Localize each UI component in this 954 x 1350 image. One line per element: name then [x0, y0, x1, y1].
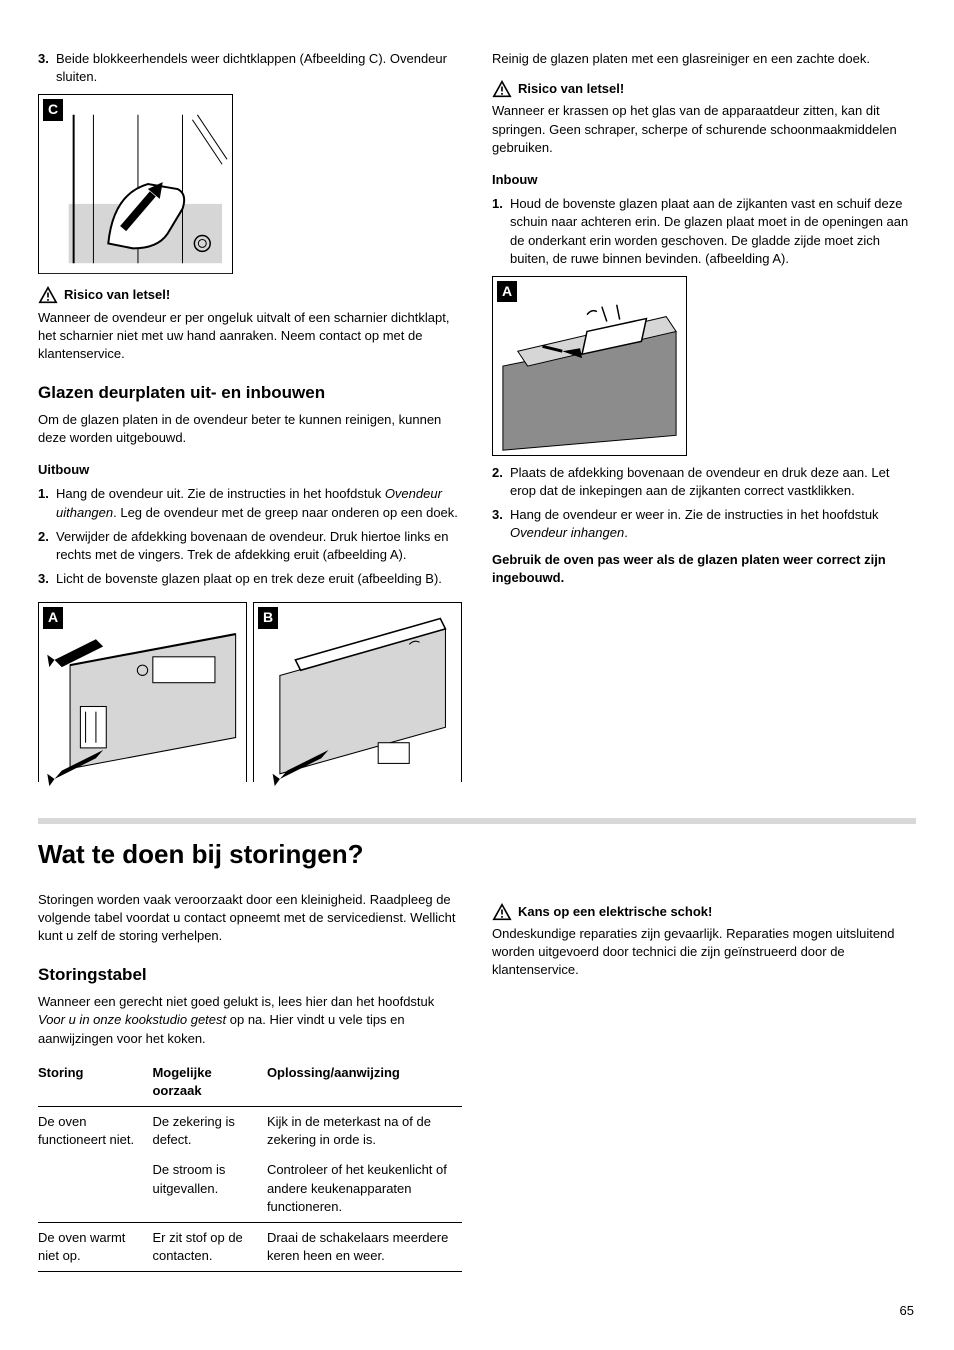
step-item: 3. Licht de bovenste glazen plaat op en … — [38, 570, 462, 588]
step-number: 1. — [492, 195, 508, 268]
heading-glazen: Glazen deurplaten uit- en inbouwen — [38, 381, 462, 405]
figure-label: B — [258, 607, 278, 629]
step-text: Beide blokkeerhendels weer dichtklappen … — [56, 50, 462, 86]
table-header: Oplossing/aanwijzing — [267, 1058, 462, 1107]
glazen-intro: Om de glazen platen in de ovendeur beter… — [38, 411, 462, 447]
final-bold: Gebruik de oven pas weer als de glazen p… — [492, 551, 916, 587]
figure-label: A — [497, 281, 517, 303]
reinig-text: Reinig de glazen platen met een glasrein… — [492, 50, 916, 68]
page-number: 65 — [900, 1302, 914, 1320]
figure-a-svg — [39, 603, 246, 789]
step-text: Licht de bovenste glazen plaat op en tre… — [56, 570, 462, 588]
figure-label: A — [43, 607, 63, 629]
warning-row: Risico van letsel! — [38, 286, 462, 304]
step-item: 1. Houd de bovenste glazen plaat aan de … — [492, 195, 916, 268]
warning-row: Kans op een elektrische schok! — [492, 903, 916, 921]
table-header: Mogelijke oorzaak — [152, 1058, 266, 1107]
step-number: 2. — [38, 528, 54, 564]
figure-a2-svg — [493, 277, 686, 455]
table-cell: De oven warmt niet op. — [38, 1223, 152, 1272]
figure-a: A — [38, 602, 247, 782]
warning-text: Ondeskundige reparaties zijn gevaarlijk.… — [492, 925, 916, 980]
step-text: Verwijder de afdekking bovenaan de ovend… — [56, 528, 462, 564]
step-item: 3. Hang de ovendeur er weer in. Zie de i… — [492, 506, 916, 542]
figure-c-svg — [39, 95, 232, 273]
figure-b-svg — [254, 603, 461, 789]
step-text: Houd de bovenste glazen plaat aan de zij… — [510, 195, 916, 268]
warning-row: Risico van letsel! — [492, 80, 916, 98]
step-text: Plaats de afdekking bovenaan de ovendeur… — [510, 464, 916, 500]
heading-storingstabel: Storingstabel — [38, 963, 462, 987]
warning-title: Risico van letsel! — [64, 286, 170, 304]
section2-columns: Storingen worden vaak veroorzaakt door e… — [38, 891, 916, 1273]
section1-columns: 3. Beide blokkeerhendels weer dichtklapp… — [38, 50, 916, 790]
inbouw-step1: 1. Houd de bovenste glazen plaat aan de … — [492, 195, 916, 268]
step-item: 3. Beide blokkeerhendels weer dichtklapp… — [38, 50, 462, 86]
table-cell: Controleer of het keukenlicht of andere … — [267, 1155, 462, 1222]
step-item: 2. Verwijder de afdekking bovenaan de ov… — [38, 528, 462, 564]
table-row: De oven functioneert niet. De zekering i… — [38, 1107, 462, 1156]
figure-a2: A — [492, 276, 687, 456]
step-item: 1. Hang de ovendeur uit. Zie de instruct… — [38, 485, 462, 521]
table-cell: De zekering is defect. — [152, 1107, 266, 1156]
figure-row-ab: A B — [38, 594, 462, 790]
table-row: De oven warmt niet op. Er zit stof op de… — [38, 1223, 462, 1272]
heading-uitbouw: Uitbouw — [38, 461, 462, 479]
step-list-top: 3. Beide blokkeerhendels weer dichtklapp… — [38, 50, 462, 86]
left-column: 3. Beide blokkeerhendels weer dichtklapp… — [38, 50, 462, 790]
storingstabel-intro: Wanneer een gerecht niet goed gelukt is,… — [38, 993, 462, 1048]
warning-title: Risico van letsel! — [518, 80, 624, 98]
heading-storingen: Wat te doen bij storingen? — [38, 836, 916, 872]
table-header-row: Storing Mogelijke oorzaak Oplossing/aanw… — [38, 1058, 462, 1107]
step-item: 2. Plaats de afdekking bovenaan de ovend… — [492, 464, 916, 500]
warning-triangle-icon — [492, 903, 512, 921]
step-text: Hang de ovendeur uit. Zie de instructies… — [56, 485, 462, 521]
figure-c: C — [38, 94, 233, 274]
uitbouw-steps: 1. Hang de ovendeur uit. Zie de instruct… — [38, 485, 462, 588]
section-divider — [38, 818, 916, 824]
warning-text: Wanneer de ovendeur er per ongeluk uitva… — [38, 309, 462, 364]
step-number: 2. — [492, 464, 508, 500]
figure-label: C — [43, 99, 63, 121]
section2-right: Kans op een elektrische schok! Ondeskund… — [492, 891, 916, 1273]
table-cell: De oven functioneert niet. — [38, 1107, 152, 1223]
inbouw-steps-after: 2. Plaats de afdekking bovenaan de ovend… — [492, 464, 916, 543]
storings-table: Storing Mogelijke oorzaak Oplossing/aanw… — [38, 1058, 462, 1273]
table-cell: Er zit stof op de contacten. — [152, 1223, 266, 1272]
step-number: 3. — [492, 506, 508, 542]
table-cell: Kijk in de meterkast na of de zekering i… — [267, 1107, 462, 1156]
warning-triangle-icon — [492, 80, 512, 98]
step-number: 3. — [38, 570, 54, 588]
step-number: 3. — [38, 50, 54, 86]
warning-triangle-icon — [38, 286, 58, 304]
table-cell: De stroom is uitgevallen. — [152, 1155, 266, 1222]
step-text: Hang de ovendeur er weer in. Zie de inst… — [510, 506, 916, 542]
table-header: Storing — [38, 1058, 152, 1107]
right-column: Reinig de glazen platen met een glasrein… — [492, 50, 916, 790]
figure-b: B — [253, 602, 462, 782]
heading-inbouw: Inbouw — [492, 171, 916, 189]
table-cell: Draai de schakelaars meerdere keren heen… — [267, 1223, 462, 1272]
warning-title: Kans op een elektrische schok! — [518, 903, 712, 921]
step-number: 1. — [38, 485, 54, 521]
section2-left: Storingen worden vaak veroorzaakt door e… — [38, 891, 462, 1273]
warning-text: Wanneer er krassen op het glas van de ap… — [492, 102, 916, 157]
storingen-intro: Storingen worden vaak veroorzaakt door e… — [38, 891, 462, 946]
